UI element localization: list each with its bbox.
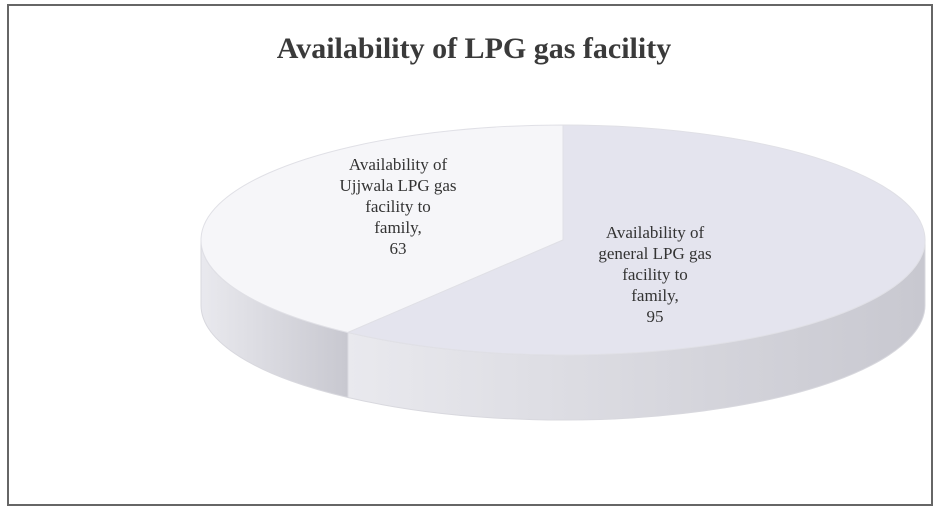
data-label: Availability of Ujjwala LPG gas facility t… xyxy=(339,155,456,237)
chart-title: Availability of LPG gas facility xyxy=(277,32,671,65)
data-value: 63 xyxy=(390,239,407,258)
data-value: 95 xyxy=(647,307,664,326)
pie-slice xyxy=(346,124,926,356)
pie-slice xyxy=(200,124,564,334)
data-label: Availability of general LPG gas facility t… xyxy=(598,223,711,305)
